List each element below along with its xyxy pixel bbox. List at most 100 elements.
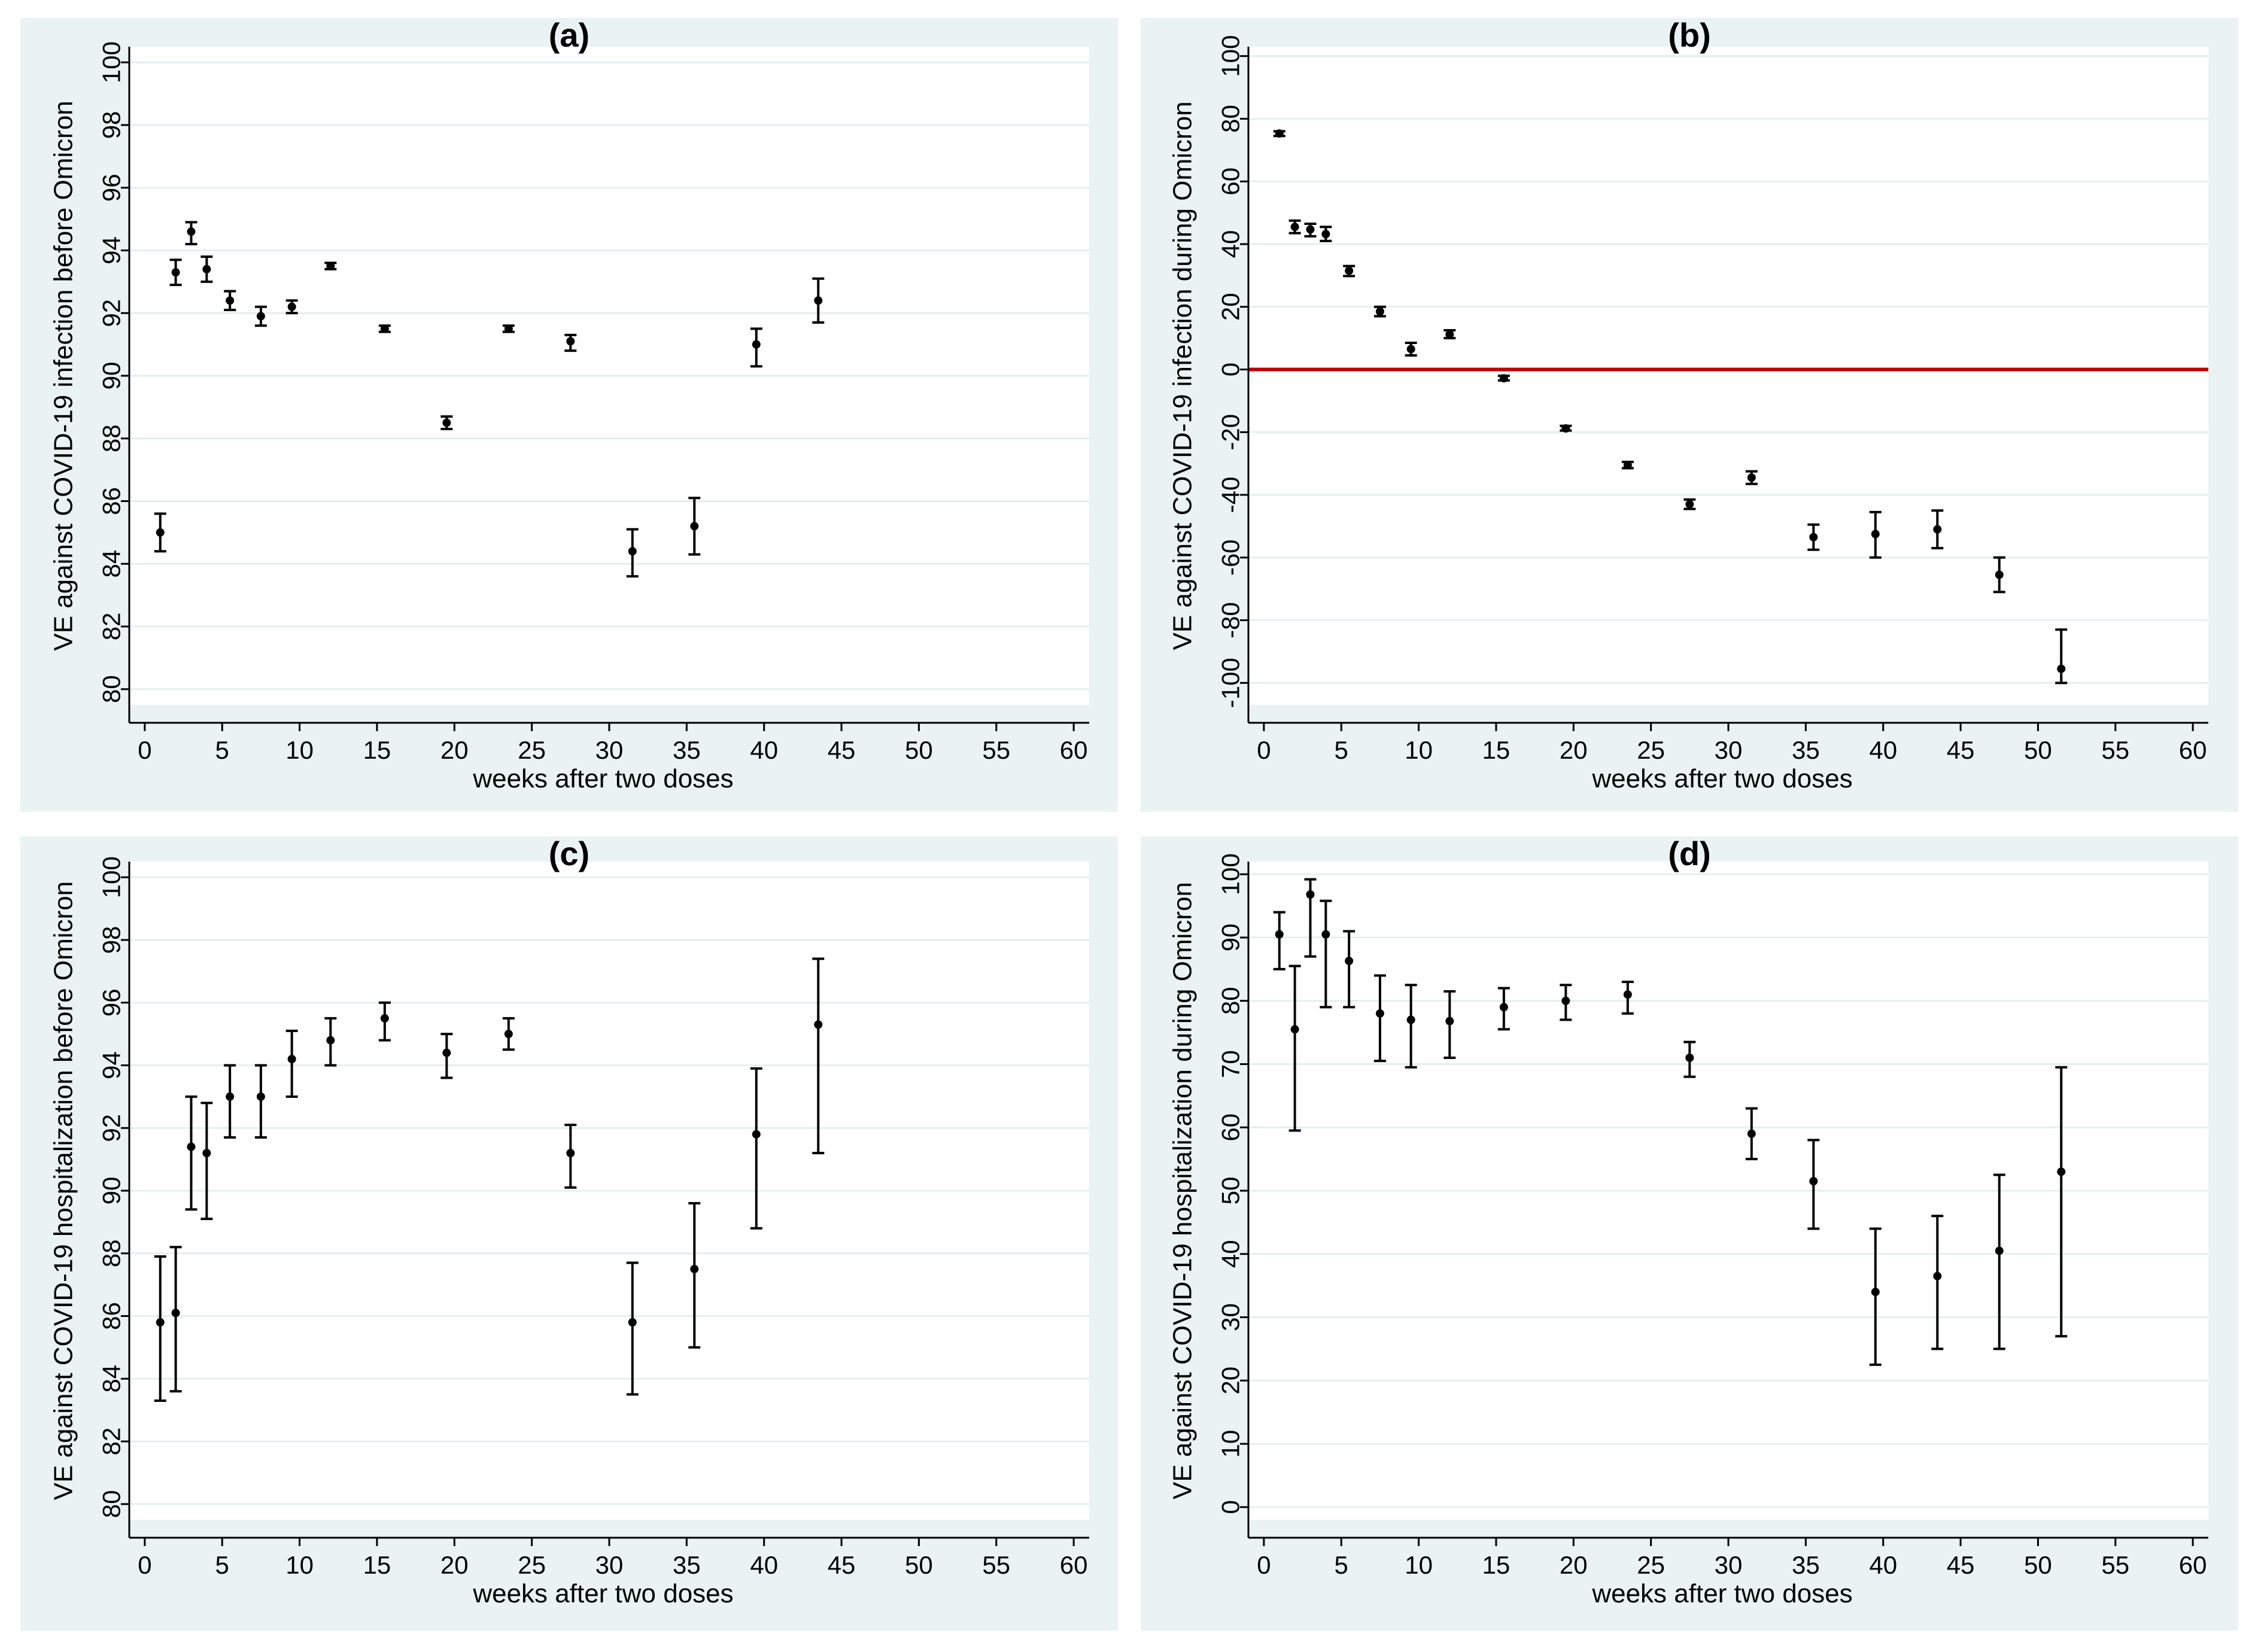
data-point-group xyxy=(154,1255,166,1402)
data-point-group xyxy=(502,324,515,333)
panel-c: 80 82 84 86 88 90 92 94 96 98 100 0 5 10 15 20 25 30 35 40 4… xyxy=(20,835,1118,1630)
data-point xyxy=(1561,424,1570,433)
x-tick-label: 25 xyxy=(518,1551,546,1579)
data-point xyxy=(814,1020,823,1029)
y-tick-label: 40 xyxy=(1217,230,1245,258)
data-point xyxy=(1406,1015,1415,1024)
y-axis-label: VE against COVID-19 hospitalization befo… xyxy=(49,881,78,1501)
x-tick-label: 55 xyxy=(982,736,1010,764)
data-point xyxy=(171,1309,180,1318)
data-point xyxy=(1747,1129,1756,1138)
data-point xyxy=(1306,890,1315,899)
data-point xyxy=(1747,473,1756,482)
data-point-group xyxy=(626,1261,639,1396)
data-point-group xyxy=(1343,930,1356,1009)
data-point xyxy=(814,296,823,305)
x-tick-label: 15 xyxy=(1482,736,1511,764)
y-tick-label: 94 xyxy=(98,1051,126,1079)
y-tick-label: -40 xyxy=(1217,477,1245,513)
y-tick-label: 10 xyxy=(1217,1430,1245,1458)
x-tick-label: 50 xyxy=(2024,1551,2052,1579)
x-tick-label: 10 xyxy=(1405,736,1433,764)
data-point xyxy=(1290,1025,1299,1034)
data-point-group xyxy=(1288,219,1301,235)
data-point-group xyxy=(169,258,182,287)
data-point-group xyxy=(1497,374,1510,383)
x-tick-label: 35 xyxy=(1792,736,1820,764)
data-point-group xyxy=(750,1067,762,1230)
data-point xyxy=(202,1149,211,1158)
data-point xyxy=(171,268,180,277)
data-point-group xyxy=(440,415,453,431)
data-point xyxy=(752,1130,761,1139)
y-tick-label: 88 xyxy=(98,424,126,452)
x-tick-label: 20 xyxy=(440,1551,469,1579)
panel-title: (d) xyxy=(1668,835,1711,872)
data-point xyxy=(156,1318,165,1327)
y-tick-label: 100 xyxy=(1217,853,1245,895)
data-point xyxy=(256,1092,265,1101)
data-point xyxy=(187,227,196,236)
data-point xyxy=(504,1030,513,1039)
y-tick-label: 20 xyxy=(1217,293,1245,321)
data-point xyxy=(1623,461,1632,470)
y-tick-label: 84 xyxy=(98,550,126,578)
data-point xyxy=(226,1092,235,1101)
data-point-group xyxy=(1993,556,2005,594)
data-point xyxy=(187,1142,196,1151)
y-tick-label: 20 xyxy=(1217,1367,1245,1395)
data-point-group xyxy=(378,1001,391,1042)
y-tick-label: 100 xyxy=(1217,35,1245,77)
y-tick-label: 0 xyxy=(1217,363,1245,376)
x-tick-label: 35 xyxy=(1792,1551,1820,1579)
y-tick-label: 100 xyxy=(98,856,126,898)
x-tick-label: 15 xyxy=(363,736,391,764)
data-point xyxy=(1406,345,1415,354)
y-tick-label: 86 xyxy=(98,1302,126,1330)
y-tick-label: 86 xyxy=(98,487,126,515)
data-point xyxy=(1809,1177,1818,1186)
x-tick-label: 15 xyxy=(1482,1551,1511,1579)
data-point-group xyxy=(169,1246,182,1393)
data-point-group xyxy=(1273,129,1285,138)
y-tick-label: 98 xyxy=(98,111,126,139)
x-tick-label: 60 xyxy=(1060,736,1088,764)
data-point xyxy=(2057,664,2066,673)
x-tick-label: 0 xyxy=(138,1551,151,1579)
data-point xyxy=(690,1264,699,1273)
x-tick-label: 40 xyxy=(1869,1551,1897,1579)
data-point-group xyxy=(1807,523,1820,551)
y-tick-label: 60 xyxy=(1217,1113,1245,1142)
data-point-group xyxy=(1745,470,1758,485)
panel-title: (a) xyxy=(549,16,589,54)
data-point xyxy=(326,261,335,270)
data-point-group xyxy=(812,957,825,1155)
x-tick-label: 45 xyxy=(1947,1551,1975,1579)
x-axis-label: weeks after two doses xyxy=(1591,1579,1852,1608)
x-tick-label: 45 xyxy=(828,736,856,764)
y-tick-label: 98 xyxy=(98,926,126,954)
data-point xyxy=(2057,1167,2066,1176)
x-tick-label: 5 xyxy=(215,736,229,764)
panel-title: (c) xyxy=(549,835,589,872)
data-point-group xyxy=(2055,1066,2068,1338)
x-tick-label: 55 xyxy=(2101,1551,2129,1579)
data-point xyxy=(1871,1288,1880,1297)
data-point xyxy=(1275,930,1284,939)
data-point-group xyxy=(1621,461,1634,470)
y-tick-label: 92 xyxy=(98,299,126,327)
y-tick-label: 88 xyxy=(98,1239,126,1267)
y-tick-label: 90 xyxy=(98,362,126,390)
data-point xyxy=(287,1055,296,1063)
data-point xyxy=(1995,1246,2004,1255)
y-axis-label: VE against COVID-19 hospitalization duri… xyxy=(1168,882,1198,1499)
data-point xyxy=(628,547,637,556)
x-tick-label: 40 xyxy=(750,1551,778,1579)
data-point-group xyxy=(324,261,337,270)
x-tick-label: 20 xyxy=(1560,736,1588,764)
data-point-group xyxy=(1621,980,1634,1015)
data-point xyxy=(202,264,211,273)
data-point-group xyxy=(1807,1139,1820,1230)
data-point xyxy=(1275,129,1284,138)
data-point-group xyxy=(1304,878,1317,958)
